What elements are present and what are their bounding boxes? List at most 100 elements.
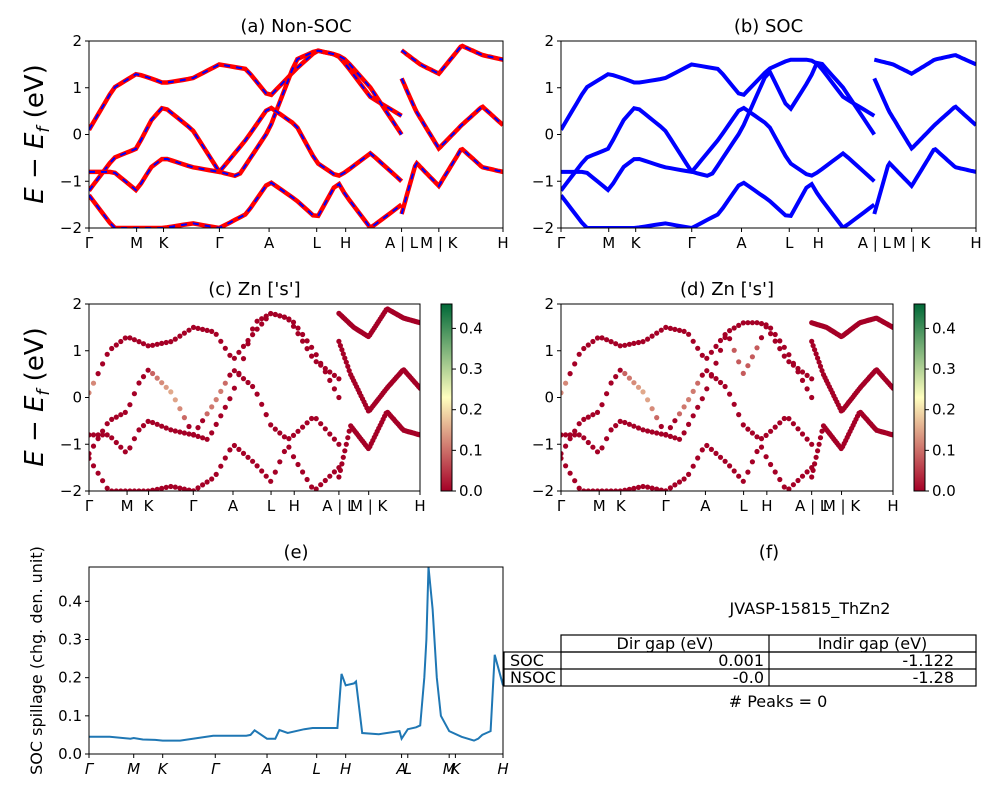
ytick-label-c: −2 [60,482,82,500]
plot-content-d [561,315,893,491]
axes-frame-a [88,40,504,229]
ytick-label-b: 1 [544,79,554,97]
band-point-d [727,336,733,342]
band-point-c [113,439,119,446]
ytick-label-a: −1 [60,172,82,190]
xtick-label-b: A | L [858,234,892,252]
xtick-label-e: H [340,760,351,778]
band-point-d [594,409,601,415]
band-point-c [131,391,137,397]
band-point-d [604,337,610,343]
band-point-d [809,474,815,480]
axes-frame-d [560,303,894,492]
band-point-d [768,325,774,331]
band-point-c [104,432,110,438]
band-point-c [168,339,174,345]
band-point-c [259,401,265,407]
band-point-d [613,374,619,380]
band-point-d [561,432,564,438]
band-point-c [213,421,219,427]
band-point-c [268,310,274,317]
band-point-d [809,441,815,447]
band-point-d [690,413,696,419]
band-point-c [136,488,142,491]
band-point-d [713,360,719,366]
band-point-d [816,441,822,447]
band-point-c [90,432,97,438]
xtick-label-b: H [813,234,824,252]
colorbar-tick-label-c: 0.1 [459,441,483,459]
band-point-c [186,423,192,430]
band-point-c [309,484,315,490]
band-point-c [259,321,265,327]
band-point-d [672,326,678,332]
band-y-axis-label-2: E − Ef (eV) [20,327,54,467]
band-point-d [681,328,687,334]
band-point-c [318,421,324,427]
band-point-d [576,432,582,438]
xtick-label-e: M [127,760,140,778]
band-point-d [749,354,756,360]
band-point-d [713,450,719,456]
band-point-d [617,343,623,349]
band-point-d [749,459,756,465]
band-point-d [722,334,728,341]
ytick-label-e: 0.0 [58,745,82,763]
xtick-label-e: L [313,760,321,778]
band-point-c [209,328,215,334]
band-point-d [604,488,610,491]
band-point-c [346,428,352,434]
band-point-d [613,423,619,429]
band-point-c [131,337,137,343]
band-point-c [213,471,219,477]
band-point-c [250,383,256,390]
band-point-d [585,439,591,446]
table-row-label: SOC [510,651,544,670]
band-point-d [561,390,564,396]
band-point-c [95,432,101,438]
band-point-c [336,394,342,401]
xtick-label-b: M | K [893,234,932,252]
band-point-c [218,413,224,419]
band-point-d [681,476,687,482]
spillage-line [89,567,503,742]
band-point-d [695,455,701,461]
band-point-d [727,463,733,469]
band-point-d [567,470,573,476]
band-point-c [277,430,283,436]
band-point-d [704,355,710,361]
band-point-c [145,343,151,349]
band-point-c [127,402,133,408]
band-point-d [717,454,724,460]
band-point-c [295,461,301,468]
band-point-d [795,426,801,432]
xtick-label-b: A [736,234,747,252]
band-point-d [622,342,628,348]
band-point-d [804,436,810,442]
xtick-label-e: M [443,760,456,778]
band-line-soc-overlay-0 [89,49,403,131]
axes-frame-c [88,303,421,492]
band-point-d [790,360,797,366]
band-point-c [159,340,165,346]
band-point-c [245,454,251,460]
band-point-c [122,488,128,491]
xtick-label-b: M [602,234,615,252]
band-point-d [768,428,774,434]
band-point-d [722,383,728,390]
band-point-c [343,359,349,365]
ytick-label-a: −2 [60,219,82,237]
table-header-dir-gap: Dir gap (eV) [617,634,714,653]
band-point-c [263,473,269,479]
band-point-c [304,420,310,426]
band-point-c [177,333,183,339]
band-point-d [681,430,687,436]
band-point-d [777,338,783,344]
band-point-c [136,427,142,433]
band-point-d [649,485,655,491]
xtick-label-b: K [631,234,642,252]
band-point-d [681,404,687,410]
band-point-c [172,484,178,490]
